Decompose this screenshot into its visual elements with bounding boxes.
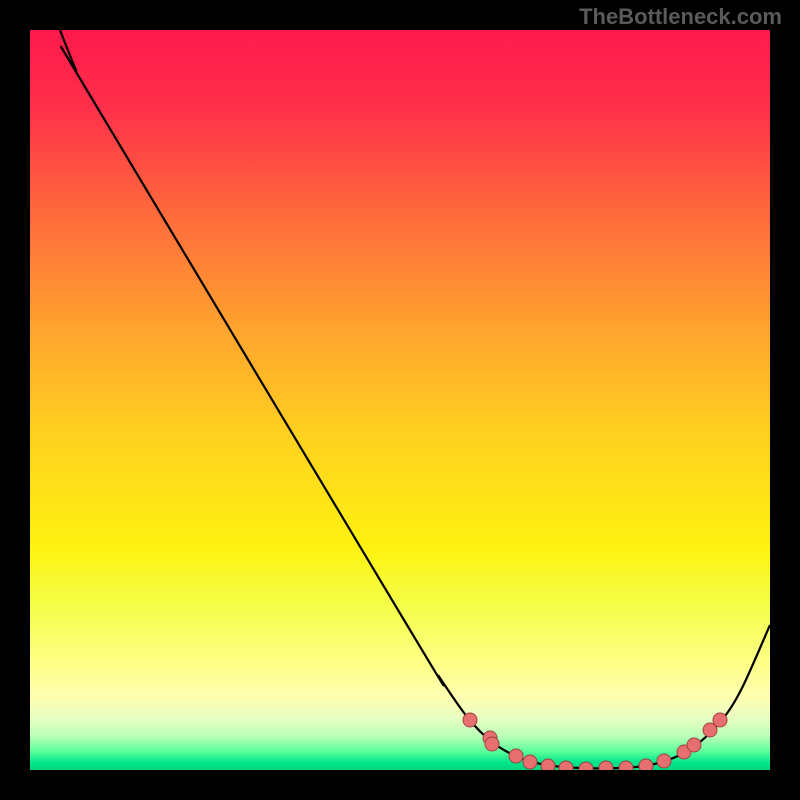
plot-area — [30, 30, 770, 770]
curve-marker — [559, 761, 573, 770]
curve-marker — [619, 761, 633, 770]
curve-marker — [523, 755, 537, 769]
attribution-label: TheBottleneck.com — [579, 4, 782, 30]
curve-marker — [463, 713, 477, 727]
curve-marker — [657, 754, 671, 768]
curve-layer — [30, 30, 770, 770]
curve-marker — [579, 762, 593, 770]
curve-marker — [639, 759, 653, 770]
curve-marker — [485, 737, 499, 751]
marker-group — [463, 713, 727, 770]
curve-marker — [713, 713, 727, 727]
curve-marker — [687, 738, 701, 752]
bottleneck-curve — [60, 30, 770, 768]
curve-marker — [541, 759, 555, 770]
curve-marker — [599, 761, 613, 770]
curve-marker — [509, 749, 523, 763]
